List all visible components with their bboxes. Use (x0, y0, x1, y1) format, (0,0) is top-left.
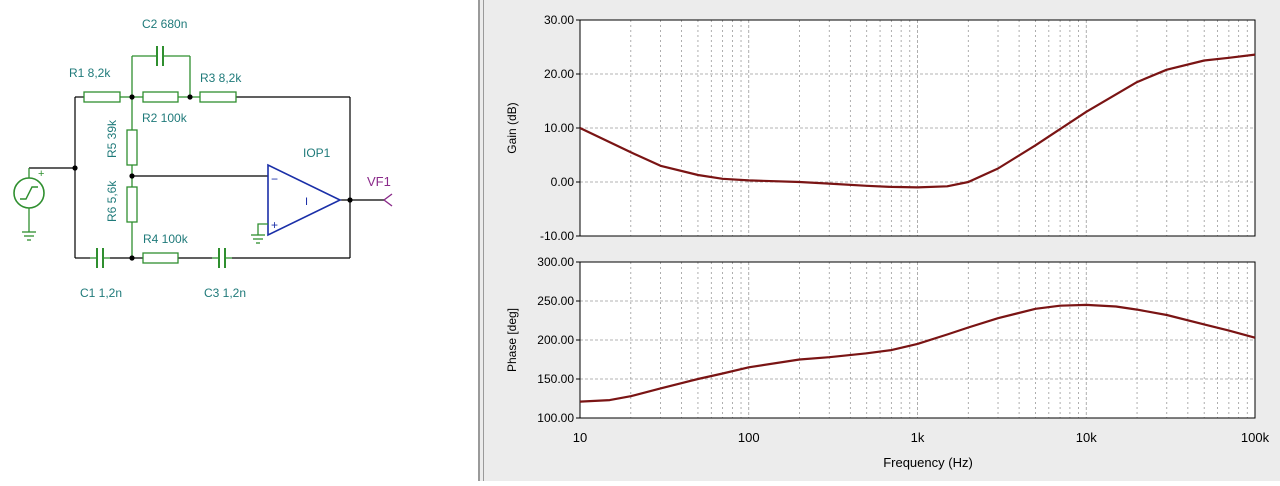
y-tick-label: 10.00 (544, 121, 574, 135)
y-tick-label: 300.00 (537, 255, 574, 269)
label-r4: R4 100k (143, 232, 189, 246)
gain-series-line (579, 53, 1256, 189)
label-r2: R2 100k (142, 111, 188, 125)
svg-text:+: + (271, 218, 278, 232)
gain-plot: 30.00 20.00 10.00 0.00 -10.00 Gain (dB) (505, 13, 1256, 243)
label-c2: C2 680n (142, 17, 187, 31)
circuit-schematic: + − + I R1 8,2k C2 680n R3 8,2k R2 100k … (0, 0, 470, 481)
x-tick-label: 10 (573, 430, 587, 445)
svg-text:−: − (271, 172, 278, 186)
y-tick-label: 30.00 (544, 13, 574, 27)
schematic-wires (29, 96, 384, 259)
resistor-r4 (142, 252, 179, 264)
resistor-r6 (126, 186, 138, 223)
label-r5: R5 39k (105, 119, 119, 158)
x-tick-label: 1k (911, 430, 925, 445)
x-tick-label: 100 (738, 430, 760, 445)
x-tick-label: 100k (1241, 430, 1270, 445)
y-tick-label: 200.00 (537, 333, 574, 347)
label-c3: C3 1,2n (204, 286, 246, 300)
bode-plots: 30.00 20.00 10.00 0.00 -10.00 Gain (dB) 300.0… (505, 13, 1270, 470)
junction-dots (72, 94, 353, 261)
svg-text:+: + (38, 168, 44, 180)
label-iop1: IOP1 (303, 146, 331, 160)
label-vf1: VF1 (367, 174, 391, 189)
schematic-drawing: + − + I R1 8,2k C2 680n R3 8,2k R2 100k … (13, 17, 393, 300)
voltage-source-icon: + (13, 168, 45, 209)
label-r6: R6 5,6k (105, 180, 119, 222)
resistor-r1 (83, 91, 121, 103)
y-tick-label: 20.00 (544, 67, 574, 81)
x-axis-label: Frequency (Hz) (883, 455, 973, 470)
y-tick-label: -10.00 (540, 229, 574, 243)
y-tick-label: 150.00 (537, 372, 574, 386)
phase-plot: 300.00 250.00 200.00 150.00 100.00 Phase [deg… (505, 255, 1270, 445)
phase-series-line (579, 303, 1256, 403)
y-tick-label: 250.00 (537, 294, 574, 308)
label-r3: R3 8,2k (200, 71, 242, 85)
resistors (83, 91, 237, 264)
ground-symbol (251, 223, 268, 244)
bode-plot-panel: 30.00 20.00 10.00 0.00 -10.00 Gain (dB) 300.0… (478, 0, 1280, 481)
y-axis-label: Phase [deg] (505, 308, 519, 372)
resistor-r2 (142, 91, 179, 103)
label-r1: R1 8,2k (69, 66, 111, 80)
label-c1: C1 1,2n (80, 286, 122, 300)
panel-divider (483, 0, 484, 481)
probe-icon (383, 193, 393, 207)
op-amp-icon: − + I (267, 163, 342, 237)
y-tick-label: 0.00 (551, 175, 575, 189)
y-tick-label: 100.00 (537, 411, 574, 425)
x-tick-label: 10k (1076, 430, 1097, 445)
resistor-r3 (199, 91, 237, 103)
resistor-r5 (126, 129, 138, 166)
y-axis-label: Gain (dB) (505, 102, 519, 153)
svg-text:I: I (305, 196, 308, 208)
